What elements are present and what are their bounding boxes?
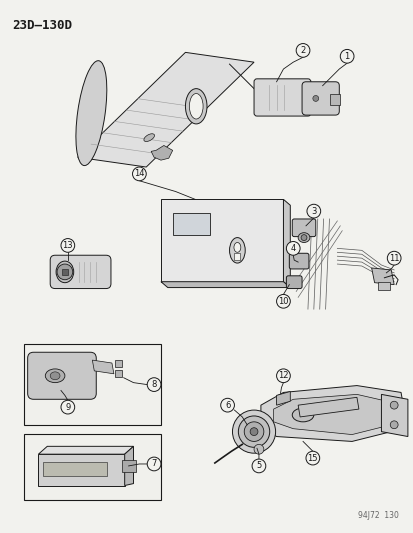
FancyBboxPatch shape	[50, 255, 111, 288]
Polygon shape	[124, 446, 133, 486]
Polygon shape	[38, 446, 133, 454]
FancyBboxPatch shape	[28, 352, 96, 399]
Text: 23D–130D: 23D–130D	[12, 19, 72, 32]
Polygon shape	[283, 199, 290, 288]
Ellipse shape	[292, 408, 313, 422]
Polygon shape	[92, 360, 114, 374]
Bar	[234, 253, 240, 260]
Ellipse shape	[300, 235, 306, 240]
Text: 2: 2	[300, 46, 305, 55]
Polygon shape	[276, 391, 290, 405]
Bar	[172, 213, 209, 235]
Circle shape	[147, 457, 161, 471]
Circle shape	[61, 239, 74, 252]
Polygon shape	[371, 268, 393, 285]
Bar	[114, 370, 121, 377]
Text: 13: 13	[62, 241, 73, 250]
Circle shape	[147, 378, 161, 391]
Polygon shape	[380, 394, 407, 437]
Ellipse shape	[189, 93, 203, 119]
FancyBboxPatch shape	[301, 82, 339, 115]
Circle shape	[286, 241, 299, 255]
FancyBboxPatch shape	[292, 219, 315, 237]
Circle shape	[276, 369, 290, 383]
Bar	[121, 460, 136, 472]
Circle shape	[249, 427, 257, 435]
Bar	[43, 462, 107, 476]
Text: 14: 14	[134, 169, 144, 179]
Bar	[24, 433, 161, 500]
Circle shape	[132, 167, 146, 181]
Text: 6: 6	[224, 401, 230, 410]
Bar	[377, 281, 389, 289]
Polygon shape	[273, 394, 390, 434]
Text: 7: 7	[151, 459, 157, 469]
Circle shape	[244, 422, 263, 441]
Bar	[38, 454, 124, 486]
Text: 15: 15	[307, 454, 317, 463]
Circle shape	[295, 44, 309, 57]
Polygon shape	[260, 385, 403, 441]
Ellipse shape	[233, 243, 240, 252]
Polygon shape	[161, 281, 290, 288]
Ellipse shape	[56, 261, 74, 282]
Circle shape	[389, 421, 397, 429]
Text: 8: 8	[151, 380, 157, 389]
Circle shape	[312, 95, 318, 101]
Circle shape	[389, 401, 397, 409]
Ellipse shape	[144, 134, 154, 142]
Circle shape	[276, 294, 290, 308]
Bar	[24, 344, 161, 425]
Ellipse shape	[229, 238, 244, 263]
Text: 4: 4	[290, 244, 295, 253]
Polygon shape	[151, 146, 172, 160]
Text: 3: 3	[311, 207, 316, 216]
Text: 5: 5	[256, 462, 261, 471]
Ellipse shape	[45, 369, 65, 383]
Polygon shape	[161, 199, 283, 281]
Bar	[330, 93, 339, 106]
Text: 94J72  130: 94J72 130	[357, 511, 398, 520]
Text: 11: 11	[388, 254, 399, 263]
Bar	[62, 269, 68, 275]
Text: 10: 10	[278, 297, 288, 306]
Ellipse shape	[185, 88, 206, 124]
FancyBboxPatch shape	[289, 253, 308, 269]
Circle shape	[387, 252, 400, 265]
FancyBboxPatch shape	[286, 276, 301, 288]
Polygon shape	[297, 397, 358, 417]
Polygon shape	[78, 52, 254, 167]
Circle shape	[305, 451, 319, 465]
Bar	[114, 360, 121, 367]
Circle shape	[238, 416, 269, 447]
Circle shape	[254, 445, 263, 454]
Circle shape	[339, 50, 353, 63]
Circle shape	[220, 398, 234, 412]
Circle shape	[61, 400, 74, 414]
Circle shape	[306, 204, 320, 218]
Ellipse shape	[297, 233, 309, 243]
Text: 9: 9	[65, 402, 70, 411]
Circle shape	[232, 410, 275, 453]
Circle shape	[252, 459, 265, 473]
FancyBboxPatch shape	[254, 79, 310, 116]
Text: 1: 1	[344, 52, 349, 61]
Ellipse shape	[50, 372, 60, 379]
Ellipse shape	[76, 61, 107, 166]
Text: 12: 12	[278, 372, 288, 380]
Circle shape	[57, 264, 73, 280]
